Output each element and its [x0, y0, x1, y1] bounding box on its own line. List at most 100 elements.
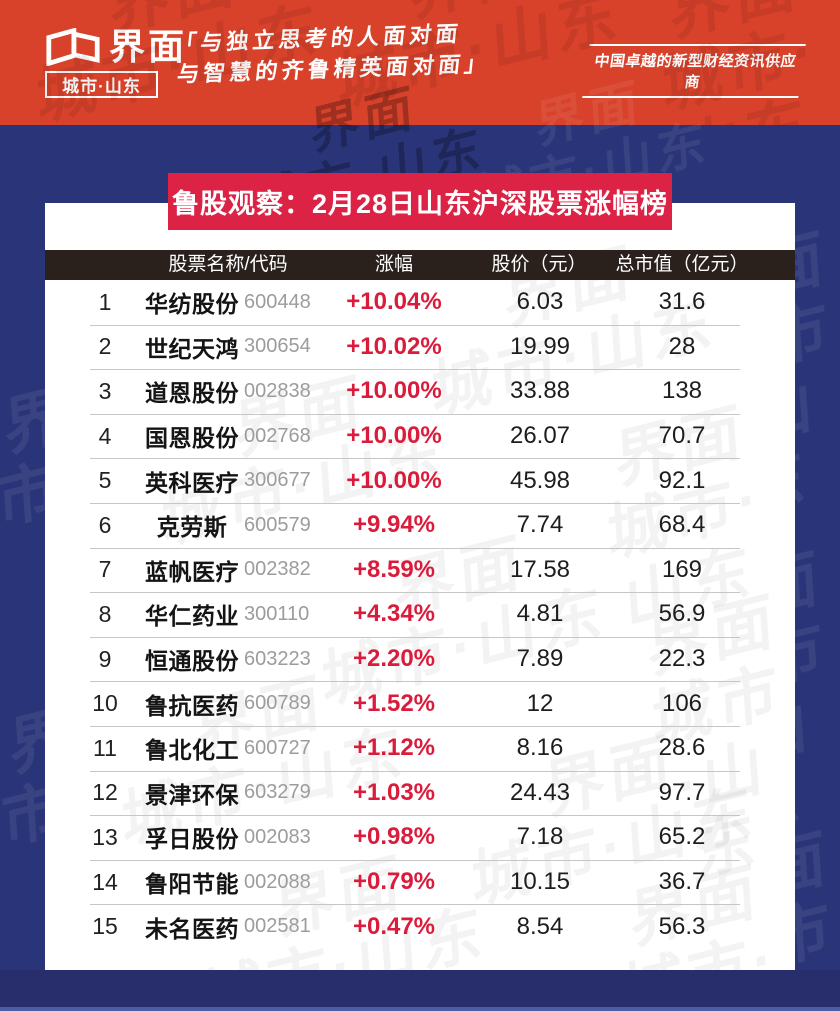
stock-name-cell: 鲁抗医药 — [145, 692, 239, 719]
header-band: 界面 城市·山东 界面 城市·山东 界面 城市·山东 界面 城市·山东 「与独立… — [0, 0, 840, 125]
stock-code-cell: 002083 — [244, 825, 311, 848]
marketcap-cell: 138 — [661, 377, 703, 405]
change-cell: +10.00% — [346, 466, 442, 494]
rank-cell: 6 — [98, 511, 112, 538]
stock-name-cell: 道恩股份 — [145, 380, 239, 407]
table-header-row: 股票名称/代码 涨幅 股价（元） 总市值（亿元） — [45, 250, 795, 280]
stock-name-cell: 国恩股份 — [145, 425, 239, 452]
table-row: 11 鲁北化工 600727 +1.12% 8.16 28.6 — [45, 725, 795, 771]
table-row: 14 鲁阳节能 002088 +0.79% 10.15 36.7 — [45, 859, 795, 905]
stock-name-cell: 恒通股份 — [145, 648, 239, 675]
table-row: 8 华仁药业 300110 +4.34% 4.81 56.9 — [45, 592, 795, 637]
stock-name-cell: 华仁药业 — [145, 603, 239, 630]
stock-code-cell: 600448 — [244, 290, 311, 313]
marketcap-cell: 28 — [668, 332, 696, 360]
marketcap-cell: 31.6 — [658, 288, 706, 316]
price-cell: 10.15 — [509, 868, 571, 896]
rank-cell: 4 — [98, 422, 112, 449]
price-cell: 33.88 — [509, 377, 571, 405]
stock-name-cell: 蓝帆医疗 — [145, 558, 239, 585]
rank-cell: 9 — [98, 645, 112, 672]
rank-cell: 1 — [98, 288, 112, 315]
table-row: 12 景津环保 603279 +1.03% 24.43 97.7 — [45, 770, 795, 816]
table-body: 1 华纺股份 600448 +10.04% 6.03 31.6 2 世纪天鸿 3… — [45, 280, 795, 949]
stock-code-cell: 300110 — [244, 602, 310, 625]
marketcap-cell: 68.4 — [658, 511, 706, 539]
marketcap-cell: 22.3 — [658, 645, 706, 673]
table-row: 5 英科医疗 300677 +10.00% 45.98 92.1 — [45, 458, 795, 503]
brand-logo: 界面 城市·山东 — [45, 28, 187, 98]
change-cell: +1.52% — [352, 689, 436, 717]
change-cell: +1.12% — [352, 734, 436, 762]
change-cell: +10.00% — [346, 422, 442, 450]
brand-slogan: 中国卓越的新型财经资讯供应商 — [582, 44, 806, 98]
rank-cell: 13 — [92, 823, 118, 850]
stock-name-cell: 华纺股份 — [145, 291, 239, 318]
rank-cell: 8 — [98, 600, 112, 627]
table-row: 13 孚日股份 002083 +0.98% 7.18 65.2 — [45, 815, 795, 860]
table-row: 2 世纪天鸿 300654 +10.02% 19.99 28 — [45, 324, 795, 370]
stock-code-cell: 300677 — [244, 469, 311, 492]
rank-cell: 14 — [92, 868, 118, 895]
marketcap-cell: 106 — [661, 689, 703, 717]
marketcap-cell: 56.9 — [658, 600, 706, 628]
price-cell: 8.16 — [516, 734, 564, 762]
stock-code-cell: 600789 — [244, 692, 311, 715]
stock-code-cell: 603223 — [244, 647, 311, 670]
change-cell: +10.04% — [346, 288, 442, 316]
column-header-change: 涨幅 — [374, 254, 413, 275]
rank-cell: 11 — [93, 734, 117, 761]
rank-cell: 3 — [98, 377, 112, 404]
change-cell: +9.94% — [352, 511, 436, 539]
stock-code-cell: 002581 — [244, 915, 311, 938]
change-cell: +10.02% — [346, 332, 442, 360]
price-cell: 7.89 — [516, 645, 564, 673]
stock-code-cell: 603279 — [244, 781, 311, 804]
rank-cell: 12 — [92, 779, 118, 806]
logo-wordmark: 界面 — [109, 26, 188, 67]
price-cell: 7.74 — [516, 511, 564, 539]
price-cell: 8.54 — [516, 912, 564, 940]
price-cell: 19.99 — [509, 332, 571, 360]
page-title: 鲁股观察：2月28日山东沪深股票涨幅榜 — [168, 173, 672, 230]
price-cell: 45.98 — [509, 466, 571, 494]
change-cell: +8.59% — [352, 555, 436, 583]
marketcap-cell: 56.3 — [658, 912, 706, 940]
stock-code-cell: 300654 — [244, 335, 311, 358]
table-row: 9 恒通股份 603223 +2.20% 7.89 22.3 — [45, 636, 795, 682]
price-cell: 26.07 — [509, 422, 571, 450]
stock-name-cell: 英科医疗 — [145, 469, 239, 496]
table-row: 4 国恩股份 002768 +10.00% 26.07 70.7 — [45, 413, 795, 459]
marketcap-cell: 36.7 — [658, 868, 706, 896]
rank-cell: 7 — [98, 556, 112, 583]
stock-name-cell: 克劳斯 — [156, 514, 228, 541]
change-cell: +0.98% — [352, 823, 436, 851]
stock-name-cell: 鲁阳节能 — [145, 871, 239, 898]
stock-code-cell: 002838 — [244, 379, 311, 402]
price-cell: 24.43 — [509, 778, 571, 806]
table-row: 3 道恩股份 002838 +10.00% 33.88 138 — [45, 369, 795, 414]
stock-code-cell: 002088 — [244, 870, 311, 893]
table-row: 15 未名医药 002581 +0.47% 8.54 56.3 — [45, 904, 795, 949]
change-cell: +2.20% — [352, 645, 436, 673]
price-cell: 17.58 — [509, 555, 571, 583]
column-header-name-code: 股票名称/代码 — [168, 254, 288, 275]
change-cell: +10.00% — [346, 377, 442, 405]
stock-code-cell: 600579 — [244, 513, 311, 536]
stock-code-cell: 002768 — [244, 424, 311, 447]
column-header-price: 股价（元） — [491, 254, 587, 275]
price-cell: 4.81 — [516, 600, 564, 628]
marketcap-cell: 65.2 — [658, 823, 706, 851]
price-cell: 12 — [526, 689, 554, 717]
footer-accent-strip — [0, 1007, 840, 1011]
rank-cell: 5 — [98, 467, 112, 494]
brand-quote: 「与独立思考的人面对面 与智慧的齐鲁精英面对面」 — [169, 17, 495, 90]
column-header-marketcap: 总市值（亿元） — [615, 254, 749, 275]
stock-code-cell: 002382 — [244, 558, 311, 581]
stock-code-cell: 600727 — [244, 736, 311, 759]
marketcap-cell: 70.7 — [658, 422, 706, 450]
rank-cell: 15 — [92, 913, 118, 940]
marketcap-cell: 97.7 — [658, 778, 706, 806]
marketcap-cell: 28.6 — [658, 734, 706, 762]
